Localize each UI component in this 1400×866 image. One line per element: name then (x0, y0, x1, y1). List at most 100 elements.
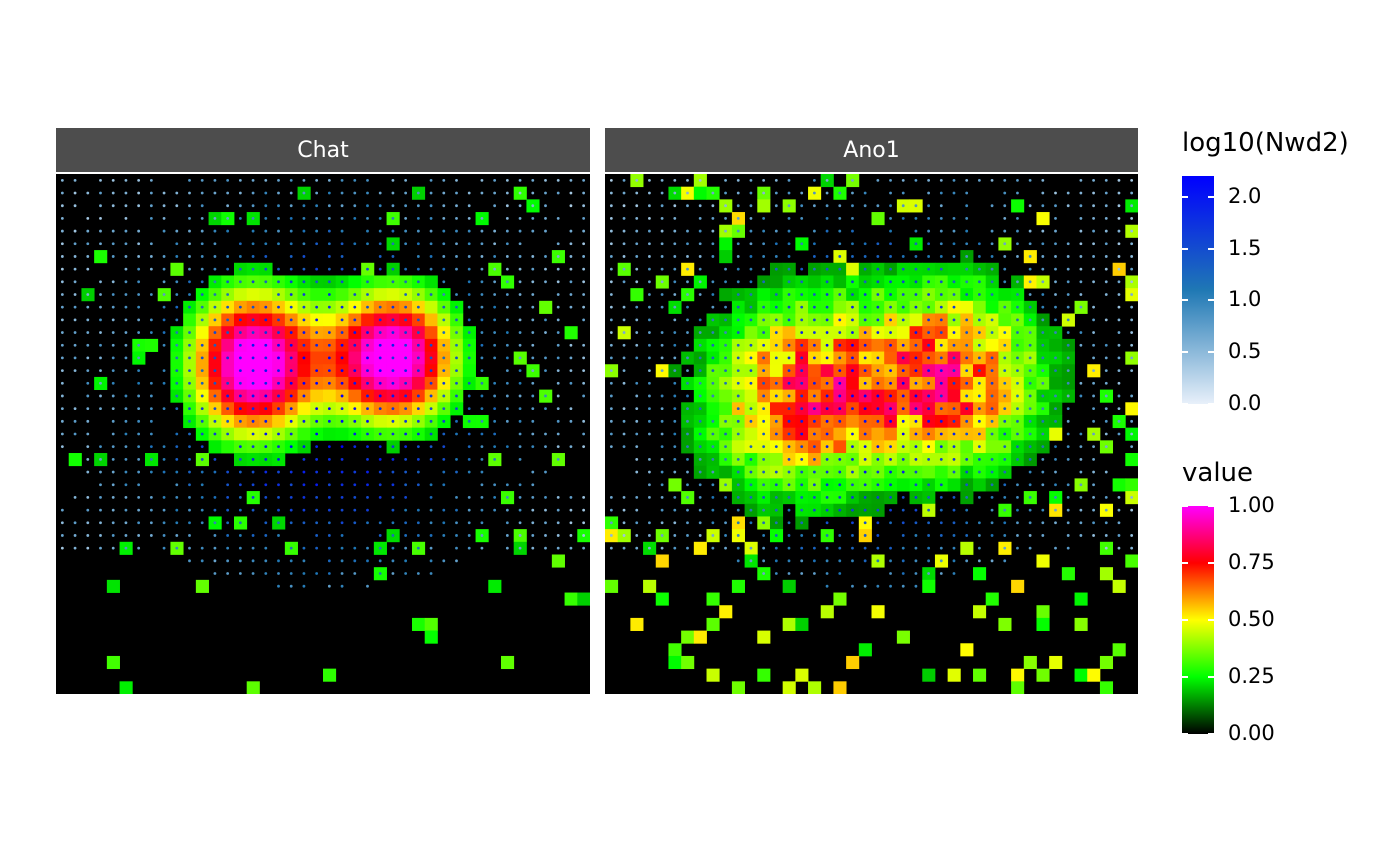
spot-point (1104, 343, 1108, 347)
spot-point (429, 407, 433, 411)
spot-point (289, 572, 293, 575)
spot-point (673, 255, 677, 258)
spot-point (137, 305, 141, 309)
spot-point (939, 178, 943, 182)
heatmap-tile (424, 617, 438, 631)
heatmap-tile (871, 427, 885, 441)
spot-point (965, 191, 969, 195)
spot-point (124, 305, 128, 309)
spot-point (188, 381, 191, 385)
spot-point (851, 508, 854, 512)
heatmap-tile (234, 427, 248, 441)
spot-point (556, 216, 560, 220)
spot-point (901, 280, 905, 284)
spot-point (698, 381, 702, 385)
spot-point (200, 191, 204, 195)
legend-tick-mark (1182, 676, 1188, 678)
spot-point (480, 267, 484, 271)
spot-point (622, 356, 626, 360)
spot-point (518, 432, 522, 436)
spot-point (493, 331, 497, 334)
spot-point (1041, 534, 1045, 537)
spot-point (505, 216, 509, 220)
spot-point (927, 572, 931, 575)
heatmap-tile (846, 262, 860, 276)
spot-point (774, 381, 778, 385)
spot-point (60, 381, 64, 385)
heatmap-tile (757, 288, 771, 302)
spot-point (977, 496, 981, 499)
spot-point (238, 508, 242, 512)
heatmap-tile (564, 592, 578, 606)
spot-point (366, 470, 369, 474)
spot-point (787, 305, 791, 309)
spot-point (1041, 419, 1045, 423)
legend-title-nwd2: log10(Nwd2) (1182, 128, 1349, 158)
spot-point (467, 445, 471, 449)
spot-point (404, 508, 408, 512)
spot-point (901, 534, 905, 537)
spot-point (251, 178, 255, 182)
spot-point (927, 445, 931, 449)
spot-point (480, 508, 484, 512)
spot-point (455, 521, 458, 525)
spot-point (327, 559, 331, 563)
spot-point (315, 191, 319, 195)
spot-point (416, 229, 420, 233)
spot-point (851, 407, 854, 411)
spot-point (111, 432, 115, 436)
spot-point (531, 255, 535, 258)
spot-point (1104, 293, 1108, 296)
spot-point (315, 546, 319, 550)
spot-point (315, 419, 319, 423)
spot-point (315, 508, 319, 512)
spot-point (851, 242, 854, 246)
spot-point (442, 534, 446, 537)
spot-point (1104, 255, 1108, 258)
spot-point (1079, 267, 1083, 271)
spot-point (73, 280, 77, 284)
spot-point (505, 496, 509, 499)
spot-point (698, 343, 702, 347)
spot-point (302, 229, 306, 233)
heatmap-tile (998, 313, 1012, 327)
spot-point (264, 356, 268, 360)
spot-point (1028, 267, 1032, 271)
spot-point (442, 432, 446, 436)
spot-point (238, 191, 242, 195)
spot-point (505, 242, 509, 246)
spot-point (698, 508, 702, 512)
heatmap-ano1 (605, 174, 1138, 694)
spot-point (188, 496, 191, 499)
spot-point (327, 508, 331, 512)
spot-point (251, 432, 255, 436)
spot-point (137, 331, 141, 334)
spot-point (1104, 496, 1108, 499)
spot-point (251, 191, 255, 195)
spot-point (1092, 305, 1095, 309)
spot-point (851, 318, 854, 322)
spot-point (340, 369, 344, 372)
spot-point (111, 483, 115, 487)
spot-point (175, 457, 179, 461)
spot-point (99, 242, 102, 246)
spot-point (1117, 496, 1121, 499)
spot-point (366, 483, 369, 487)
spot-point (863, 267, 867, 271)
legend-tick-label: 2.0 (1228, 183, 1262, 208)
spot-point (124, 216, 128, 220)
spot-point (901, 369, 905, 372)
spot-point (851, 432, 854, 436)
spot-point (251, 255, 255, 258)
spot-point (188, 178, 191, 182)
spot-point (1117, 267, 1121, 271)
spot-point (416, 432, 420, 436)
spot-point (1028, 369, 1032, 372)
spot-point (111, 343, 115, 347)
spot-point (977, 457, 981, 461)
spot-point (736, 521, 740, 525)
spot-point (901, 407, 905, 411)
heatmap-tile (424, 313, 438, 327)
spot-point (226, 229, 230, 233)
spot-point (429, 191, 433, 195)
